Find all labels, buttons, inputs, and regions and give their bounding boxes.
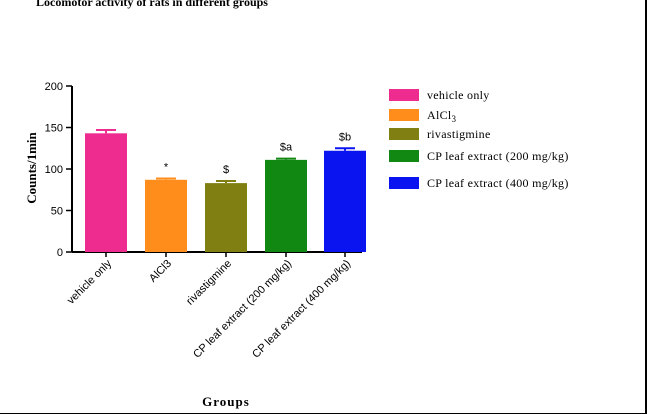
y-tick-label: 0 <box>57 247 63 259</box>
y-tick-label: 100 <box>45 164 63 176</box>
y-tick-labels: 0 50 100 150 200 <box>45 81 63 259</box>
bar <box>85 133 127 252</box>
bar-annotation: $b <box>339 131 351 143</box>
y-axis-label: Counts/1min <box>24 131 39 203</box>
y-tick-label: 50 <box>51 206 63 218</box>
legend-swatch <box>389 177 419 189</box>
x-tick-label: CP leaf extract (400 mg/kg) <box>250 258 353 361</box>
x-tick-label: rivastigmine <box>184 258 234 308</box>
legend-swatch <box>389 109 419 121</box>
x-axis-label: Groups <box>202 394 250 409</box>
x-tick-label: CP leaf extract (200 mg/kg) <box>191 258 294 361</box>
legend-label: vehicle only <box>427 88 490 102</box>
legend-swatch <box>389 89 419 101</box>
bar-annotation: $ <box>223 164 229 176</box>
legend-label: AlCl3 <box>427 108 457 124</box>
legend-swatch <box>389 128 419 140</box>
bar <box>205 183 247 252</box>
bar-annotations: * $ $a $b <box>164 131 351 176</box>
bar-annotation: * <box>164 162 169 174</box>
legend: vehicle only AlCl3 rivastigmine CP leaf ext… <box>389 88 569 190</box>
bar <box>145 179 187 252</box>
y-tick-label: 150 <box>45 123 63 135</box>
bar <box>265 159 307 252</box>
bar-annotation: $a <box>280 142 293 154</box>
legend-swatch <box>389 150 419 162</box>
x-tick-label: vehicle only <box>65 257 114 306</box>
legend-label: CP leaf extract (400 mg/kg) <box>427 176 569 190</box>
y-tick-label: 200 <box>45 81 63 93</box>
legend-label: rivastigmine <box>427 127 491 141</box>
cropped-header-text: Locomotor activity of rats in different … <box>36 0 268 9</box>
bar <box>324 150 366 252</box>
x-tick-label: AlCl3 <box>147 258 174 285</box>
bars-group <box>85 128 366 252</box>
legend-label: CP leaf extract (200 mg/kg) <box>427 149 569 163</box>
